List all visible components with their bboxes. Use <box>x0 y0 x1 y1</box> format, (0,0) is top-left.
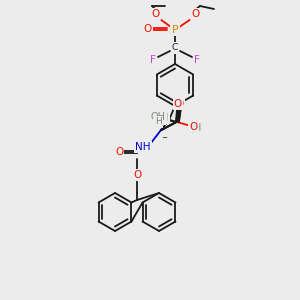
Text: P: P <box>172 25 178 35</box>
Text: F: F <box>150 55 156 65</box>
Text: H: H <box>154 118 161 127</box>
Text: OH: OH <box>151 112 166 122</box>
Text: O: O <box>115 147 123 157</box>
Text: NH: NH <box>135 142 151 152</box>
Text: O: O <box>175 99 183 109</box>
Text: H: H <box>161 113 169 123</box>
Text: OH: OH <box>149 114 164 124</box>
Text: ─: ─ <box>162 135 166 141</box>
Text: O: O <box>174 99 182 109</box>
Text: O: O <box>152 9 160 19</box>
Text: O: O <box>189 122 197 132</box>
Text: H: H <box>194 123 202 133</box>
Text: C: C <box>172 44 178 52</box>
Text: O: O <box>176 98 184 108</box>
Text: O: O <box>191 9 199 19</box>
Text: F: F <box>194 55 200 65</box>
Text: O: O <box>144 24 152 34</box>
Text: O: O <box>133 170 141 180</box>
